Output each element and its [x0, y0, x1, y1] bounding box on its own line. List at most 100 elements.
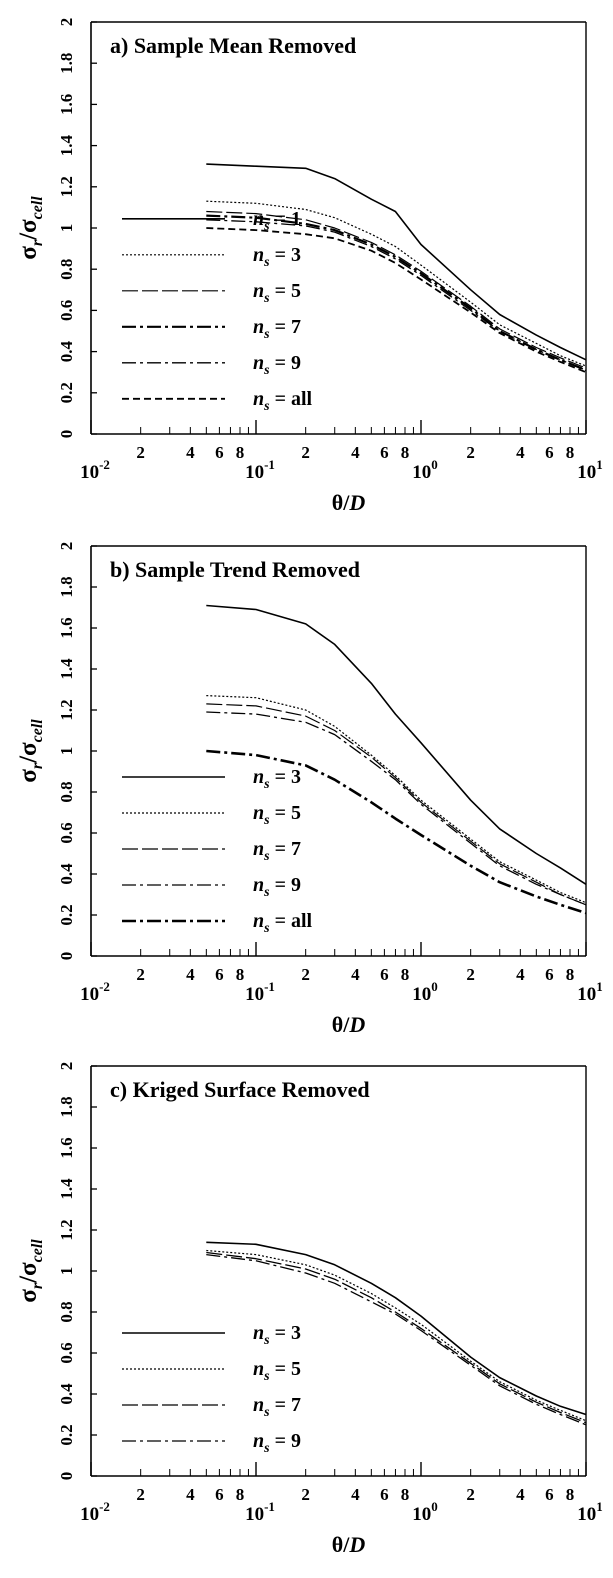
legend-label-sub: s — [263, 1369, 270, 1384]
y-tick-label: 0.8 — [57, 781, 76, 802]
y-axis-label-sub-cell: cell — [29, 1239, 46, 1263]
legend-label-var: n — [253, 874, 264, 896]
x-minor-tick-label: 4 — [186, 1485, 195, 1504]
x-major-tick-base: 10 — [412, 462, 431, 483]
x-minor-tick-label: 4 — [351, 443, 360, 462]
series-line-0 — [206, 1241, 587, 1416]
series-line-1 — [206, 1249, 587, 1422]
x-major-tick-label: 101 — [577, 457, 603, 483]
y-axis-label-sigma: σ — [15, 1289, 42, 1303]
legend-label-sub: s — [263, 327, 270, 342]
legend-label-value: = 3 — [270, 766, 301, 788]
x-minor-tick-label: 8 — [236, 443, 245, 462]
x-axis-label-main: θ/ — [332, 1012, 350, 1037]
x-major-tick-exponent: -2 — [99, 1499, 110, 1514]
x-major-tick-label: 10-2 — [80, 1499, 110, 1525]
series-line-4 — [206, 749, 587, 915]
x-major-tick-exponent: 1 — [596, 979, 603, 994]
legend-label-var: n — [253, 244, 264, 266]
y-tick-label: 1.6 — [57, 1137, 76, 1158]
legend-label-5: ns = all — [253, 388, 313, 414]
x-minor-tick-label: 4 — [516, 443, 525, 462]
x-major-tick-label: 100 — [412, 979, 438, 1005]
x-minor-tick-label: 2 — [466, 1485, 475, 1504]
x-major-tick-exponent: 0 — [431, 1499, 438, 1514]
y-tick-label: 0 — [57, 1472, 76, 1481]
x-major-tick-base: 10 — [412, 1504, 431, 1525]
legend-label-value: = 7 — [270, 838, 301, 860]
legend-label-value: = 9 — [270, 352, 301, 374]
y-axis-label-sub-r: r — [29, 1282, 46, 1289]
y-tick-label: 1 — [57, 224, 76, 233]
x-minor-tick-label: 2 — [136, 443, 145, 462]
x-minor-tick-label: 6 — [380, 443, 389, 462]
y-tick-label: 1.2 — [57, 176, 76, 197]
x-major-tick-label: 101 — [577, 1499, 603, 1525]
legend-label-var: n — [253, 352, 264, 374]
y-tick-label: 0.6 — [57, 822, 76, 843]
chart-title: c) Kriged Surface Removed — [110, 1077, 370, 1102]
y-axis-label-sigma: σ — [15, 769, 42, 783]
y-tick-label: 0.8 — [57, 259, 76, 280]
x-minor-tick-label: 8 — [566, 443, 575, 462]
series-line-1 — [206, 200, 587, 367]
legend-label-sub: s — [263, 1405, 270, 1420]
x-major-tick-exponent: 1 — [596, 457, 603, 472]
x-major-tick-base: 10 — [577, 462, 596, 483]
legend-label-sub: s — [263, 291, 270, 306]
x-minor-tick-label: 2 — [136, 965, 145, 984]
x-major-tick-label: 10-1 — [245, 457, 275, 483]
y-tick-label: 0.4 — [57, 340, 76, 362]
legend-label-value: = 7 — [270, 1394, 301, 1416]
x-minor-tick-label: 2 — [136, 1485, 145, 1504]
legend-label-0: ns = 1 — [253, 208, 301, 234]
legend-label-1: ns = 3 — [253, 244, 301, 270]
x-minor-tick-label: 4 — [186, 443, 195, 462]
series-line-3 — [206, 711, 587, 906]
legend-label-sub: s — [263, 921, 270, 936]
y-axis-label-sigma: σ — [15, 246, 42, 260]
y-tick-label: 0.4 — [57, 1383, 76, 1405]
y-tick-label: 1.8 — [57, 53, 76, 74]
legend-label-value: = 3 — [270, 1322, 301, 1344]
y-axis-label: σr/σcell — [15, 719, 46, 783]
legend-label-var: n — [253, 802, 264, 824]
x-axis-label-variable: D — [348, 1012, 365, 1037]
y-tick-label: 0.6 — [57, 1342, 76, 1363]
x-major-tick-label: 10-1 — [245, 979, 275, 1005]
x-major-tick-exponent: 0 — [431, 979, 438, 994]
legend-label-var: n — [253, 838, 264, 860]
series-line-4 — [206, 219, 587, 371]
legend-label-var: n — [253, 208, 264, 230]
x-minor-tick-label: 4 — [516, 1485, 525, 1504]
y-axis-label-sep: /σ — [15, 742, 42, 764]
y-tick-label: 2 — [57, 542, 76, 551]
legend-label-var: n — [253, 1430, 264, 1452]
x-minor-tick-label: 8 — [401, 1485, 410, 1504]
x-major-tick-base: 10 — [80, 984, 99, 1005]
x-minor-tick-label: 8 — [401, 965, 410, 984]
legend-label-value: = 5 — [270, 280, 301, 302]
y-tick-label: 0 — [57, 430, 76, 439]
legend-label-var: n — [253, 766, 264, 788]
x-minor-tick-label: 8 — [566, 1485, 575, 1504]
legend-label-3: ns = 9 — [253, 1430, 301, 1456]
x-minor-tick-label: 6 — [545, 443, 554, 462]
x-axis-label: θ/D — [332, 490, 366, 515]
y-tick-label: 2 — [57, 18, 76, 27]
x-minor-tick-label: 6 — [545, 965, 554, 984]
legend-label-value: = 9 — [270, 1430, 301, 1452]
x-minor-tick-label: 4 — [516, 965, 525, 984]
legend-label-sub: s — [263, 885, 270, 900]
x-major-tick-label: 100 — [412, 1499, 438, 1525]
legend-label-var: n — [253, 1358, 264, 1380]
legend-label-2: ns = 7 — [253, 838, 301, 864]
y-tick-label: 0.6 — [57, 300, 76, 321]
x-major-tick-exponent: 1 — [596, 1499, 603, 1514]
y-axis-label-sub-cell: cell — [29, 719, 46, 743]
x-minor-tick-label: 6 — [215, 1485, 224, 1504]
legend-label-value: = 5 — [270, 802, 301, 824]
y-tick-label: 1 — [57, 747, 76, 756]
